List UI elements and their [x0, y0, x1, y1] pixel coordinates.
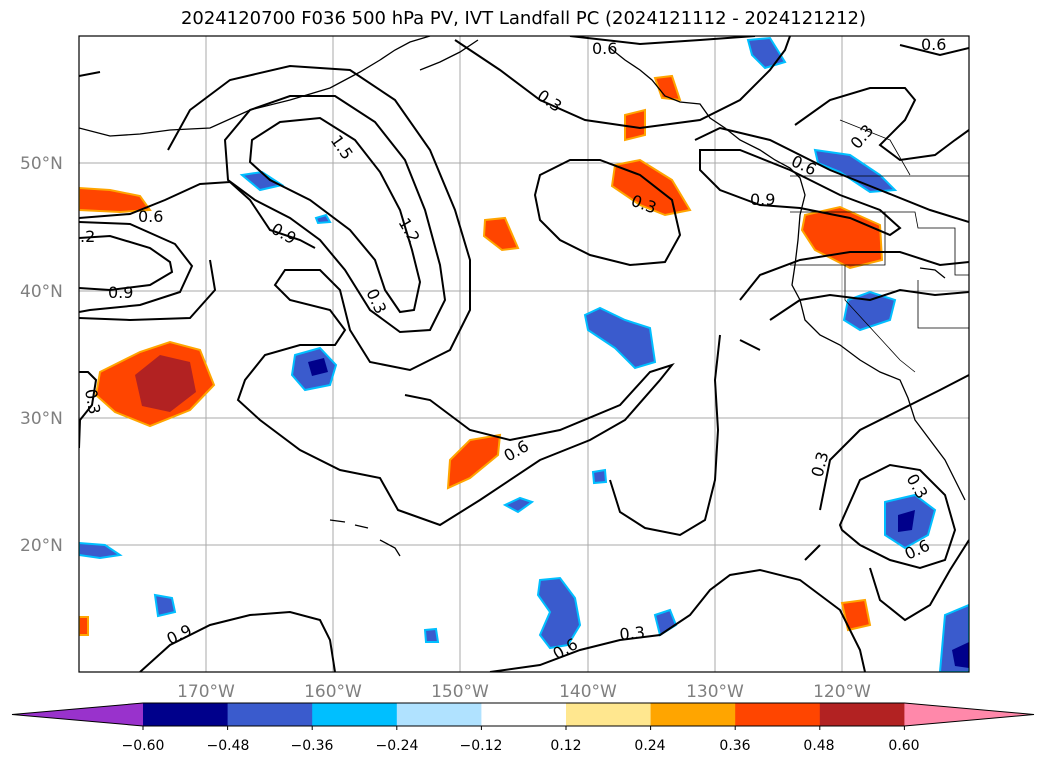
lat-label: 20°N	[20, 536, 63, 556]
lat-label: 50°N	[20, 154, 63, 174]
lon-label: 120°W	[813, 682, 871, 702]
contour-label: 0.9	[750, 190, 775, 209]
colorbar-segment	[735, 703, 821, 726]
political-borders	[790, 119, 969, 373]
map-title: 2024120700 F036 500 hPa PV, IVT Landfall…	[180, 8, 867, 29]
map-background	[79, 36, 969, 672]
ivt-negative-areas	[79, 36, 969, 672]
colorbar-tick-label: −0.48	[207, 738, 250, 754]
colorbar-tick-label: 0.48	[803, 738, 834, 754]
contour-label: .2	[80, 227, 95, 246]
colorbar	[11, 702, 1035, 730]
lon-label: 160°W	[304, 682, 362, 702]
colorbar-segment	[481, 703, 567, 726]
colorbar-extend-high	[904, 703, 1034, 726]
colorbar-tick-label: 0.12	[550, 738, 581, 754]
colorbar-segment	[819, 703, 905, 726]
colorbar-tick-label: 0.24	[634, 738, 665, 754]
colorbar-extend-low	[12, 703, 143, 726]
colorbar-tick-label: −0.60	[122, 738, 165, 754]
lon-label: 140°W	[559, 682, 617, 702]
colorbar-tick-labels: −0.60 −0.48 −0.36 −0.24 −0.12 0.12 0.24 …	[122, 738, 920, 754]
colorbar-tick-label: −0.24	[376, 738, 419, 754]
contour-label: 0.3	[619, 623, 646, 644]
latitude-labels: 50°N 40°N 30°N 20°N	[20, 154, 63, 556]
contour-label: 0.6	[921, 35, 946, 54]
colorbar-segment	[396, 703, 482, 726]
colorbar-segment	[650, 703, 736, 726]
lon-label: 170°W	[177, 682, 235, 702]
colorbar-segment	[312, 703, 398, 726]
lon-label: 130°W	[686, 682, 744, 702]
contour-label: 0.9	[108, 283, 133, 302]
colorbar-tick-label: −0.12	[460, 738, 503, 754]
lon-label: 150°W	[431, 682, 489, 702]
colorbar-segment	[566, 703, 652, 726]
colorbar-segment	[143, 703, 229, 726]
map-frame	[78, 35, 970, 673]
colorbar-tick-label: 0.60	[888, 738, 919, 754]
contour-label: 0.6	[138, 207, 163, 226]
pv-contours	[79, 36, 969, 672]
lat-label: 30°N	[20, 409, 63, 429]
lat-label: 40°N	[20, 282, 63, 302]
longitude-labels: 170°W 160°W 150°W 140°W 130°W 120°W	[177, 682, 871, 702]
coastlines	[79, 36, 966, 557]
contour-label: 0.6	[592, 39, 617, 58]
colorbar-tick-label: 0.36	[719, 738, 750, 754]
gridlines	[79, 36, 969, 672]
colorbar-tick-label: −0.36	[291, 738, 334, 754]
colorbar-segment	[227, 703, 313, 726]
contour-label: 0.3	[81, 387, 104, 415]
